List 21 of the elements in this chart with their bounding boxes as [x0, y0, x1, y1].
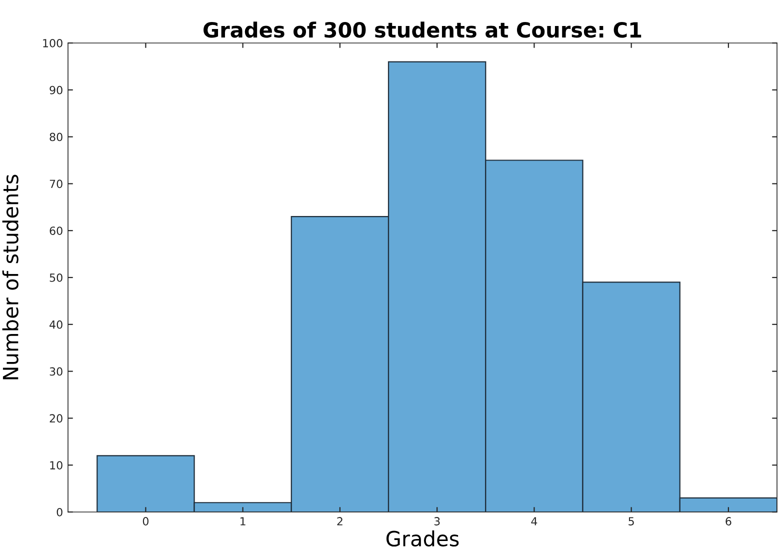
x-tick-label: 6: [726, 517, 732, 526]
x-axis-title: Grades: [386, 530, 459, 547]
x-tick-label: 4: [531, 517, 538, 526]
x-tick-label: 1: [240, 517, 246, 526]
y-tick-label: 60: [50, 226, 62, 235]
y-tick-label: 100: [43, 38, 62, 48]
x-tick-label: 0: [142, 517, 148, 526]
y-tick-label: 90: [50, 86, 62, 94]
x-tick-label: 5: [628, 517, 634, 526]
y-tick-label: 80: [50, 132, 62, 142]
y-tick-label: 0: [56, 508, 62, 516]
chart-title: Grades of 300 students at Course: C1: [204, 22, 642, 38]
y-tick-label: 40: [50, 320, 62, 329]
y-tick-label: 20: [50, 414, 62, 423]
y-tick-label: 70: [50, 180, 62, 188]
y-tick-label: 50: [50, 273, 62, 282]
y-tick-label: 30: [50, 367, 62, 376]
y-axis-title: Number of students: [2, 174, 18, 380]
x-tick-label: 2: [337, 517, 342, 526]
y-tick-label: 10: [50, 461, 62, 470]
x-tick-label: 3: [434, 517, 440, 526]
